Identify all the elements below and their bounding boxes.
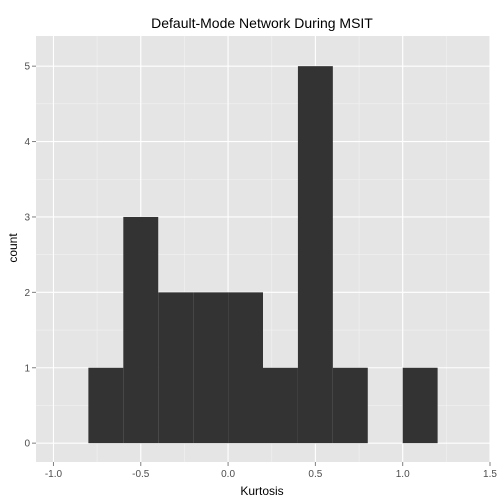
x-axis-ticks: -1.0 -0.5 0.0 0.5 1.0 1.5 (45, 462, 497, 480)
x-tick-label: 1.5 (483, 469, 497, 480)
histogram-bar (228, 292, 263, 444)
y-tick-label: 1 (24, 363, 30, 374)
y-axis-label: count (6, 233, 20, 263)
x-tick-label: 0.5 (308, 469, 322, 480)
y-tick-label: 2 (24, 288, 30, 299)
y-tick-label: 4 (24, 137, 30, 148)
y-tick-label: 3 (24, 212, 30, 223)
x-tick-label: -1.0 (45, 469, 63, 480)
histogram-bar (193, 292, 229, 444)
y-tick-label: 5 (24, 62, 30, 73)
histogram-bar (263, 367, 298, 444)
histogram-bar (88, 367, 124, 444)
histogram-bar (332, 367, 368, 444)
chart-title: Default-Mode Network During MSIT (151, 15, 373, 31)
histogram-bar (123, 216, 159, 444)
x-axis-label: Kurtosis (240, 484, 283, 498)
histogram-bar (297, 66, 333, 444)
x-tick-label: 1.0 (396, 469, 410, 480)
y-tick-label: 0 (24, 439, 30, 450)
histogram-bar (402, 367, 438, 444)
histogram-bar (158, 292, 194, 444)
x-tick-label: 0.0 (221, 469, 235, 480)
y-axis-ticks: 0 1 2 3 4 5 (24, 62, 36, 450)
histogram-bars (88, 66, 438, 444)
x-tick-label: -0.5 (132, 469, 150, 480)
